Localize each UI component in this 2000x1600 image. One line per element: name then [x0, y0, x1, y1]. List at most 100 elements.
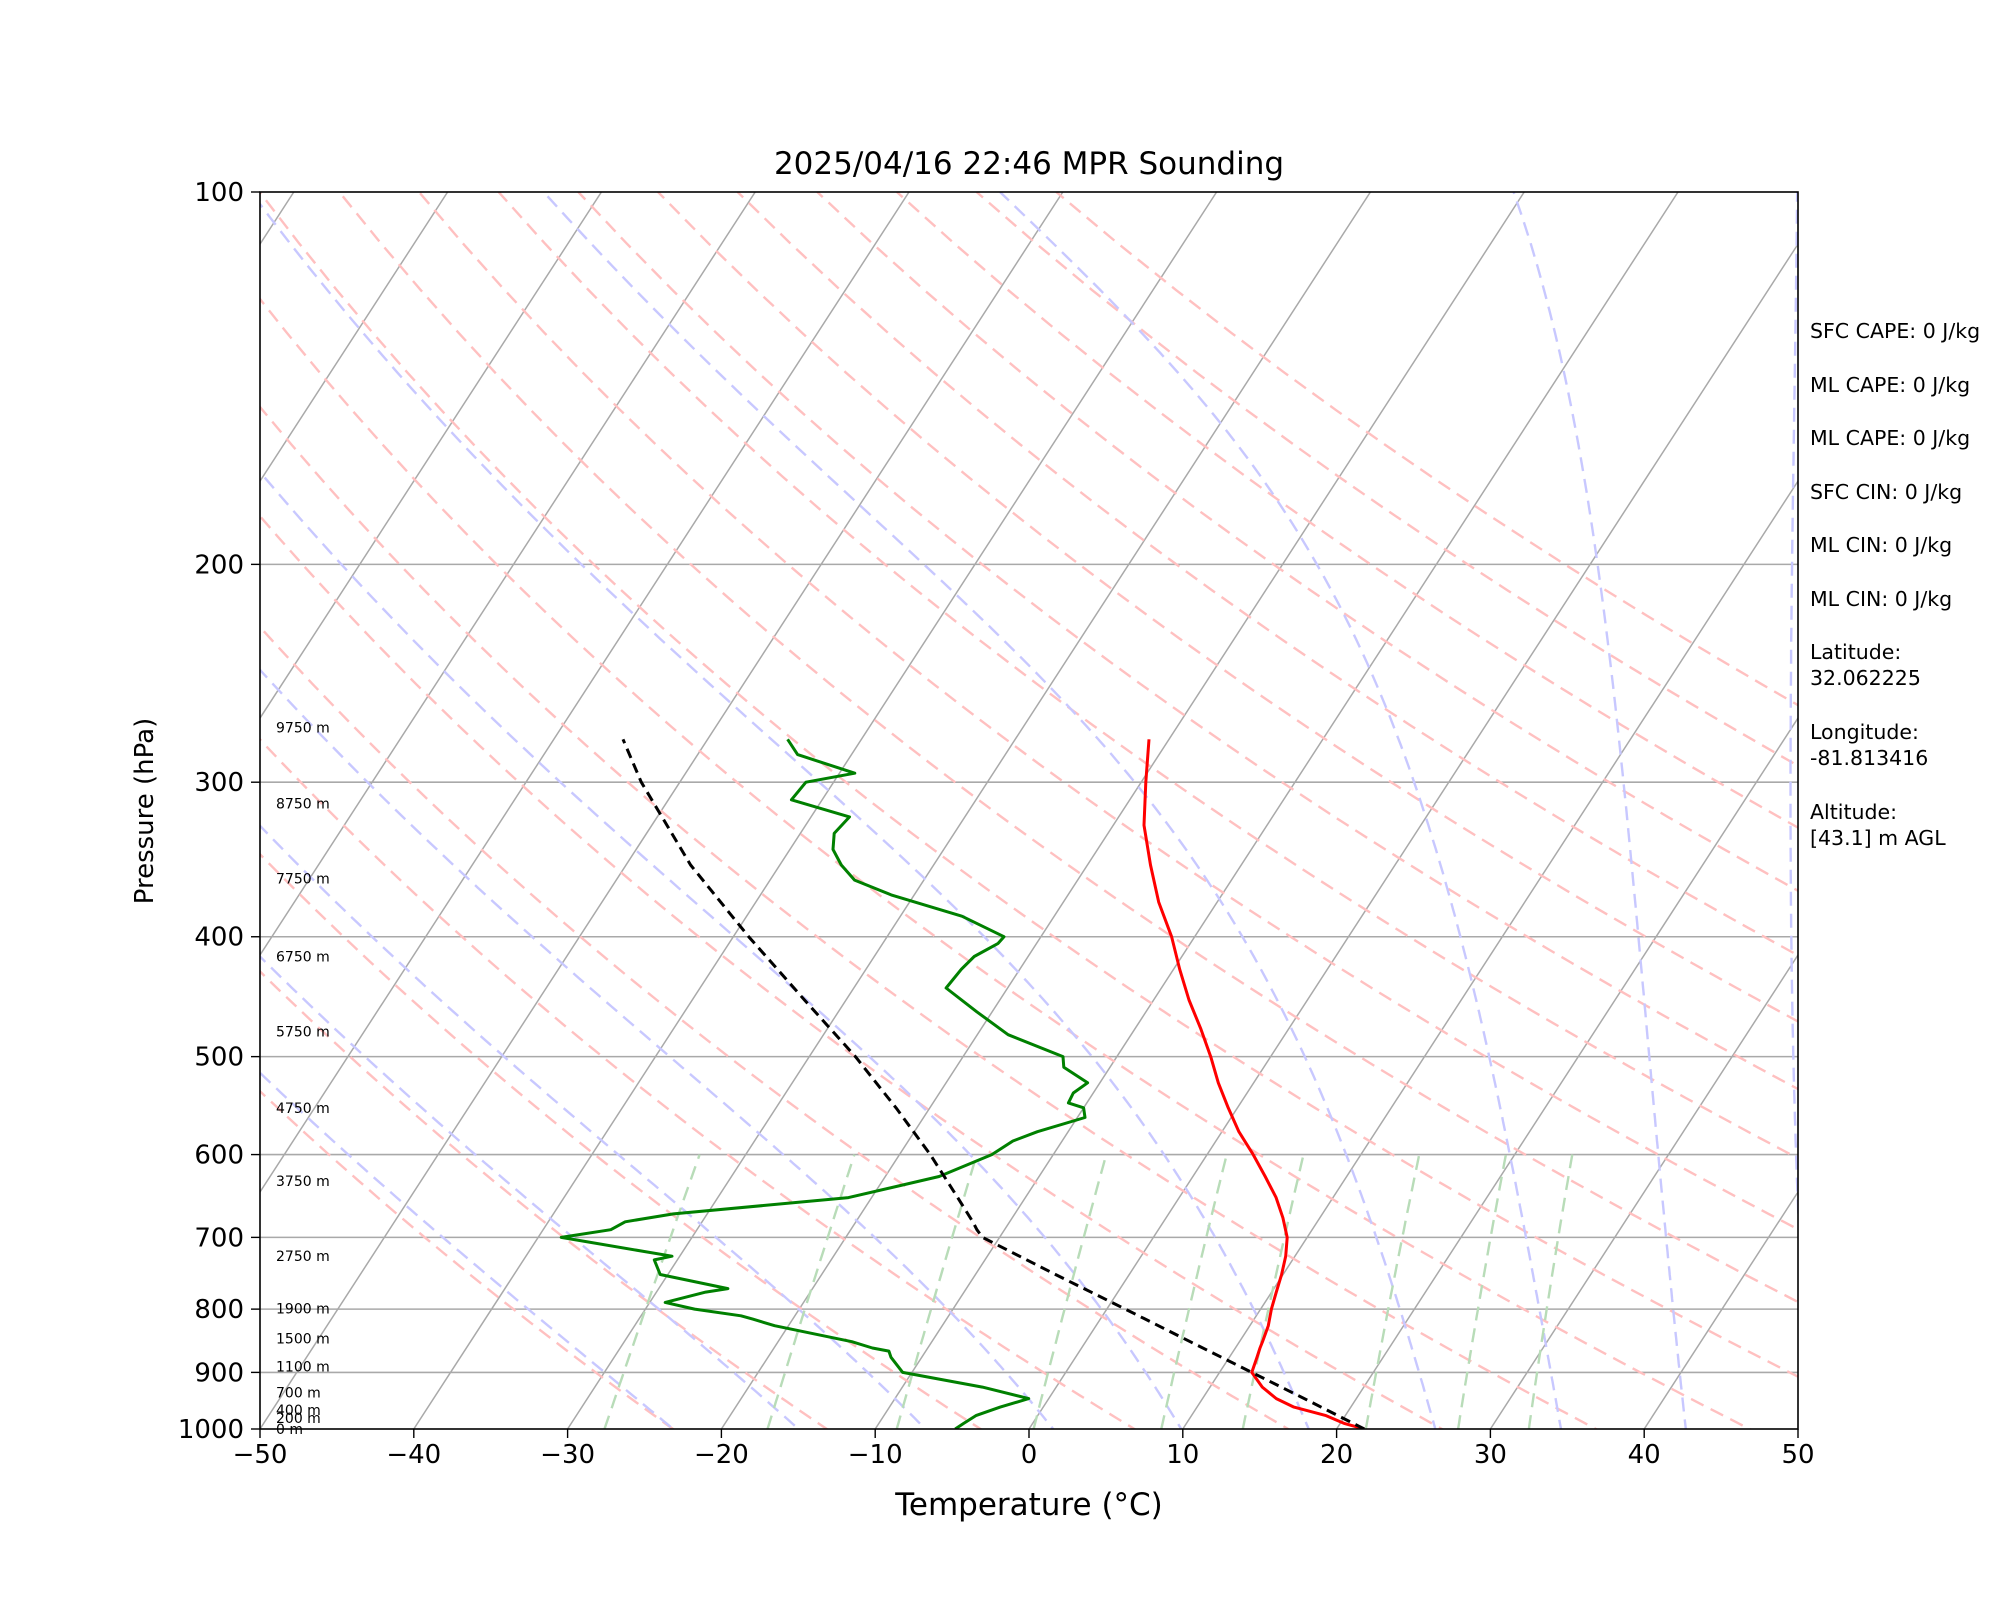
height-label: 1500 m	[276, 1332, 330, 1348]
mixing-ratio-line	[1527, 1154, 1574, 1429]
x-tick-label: −30	[540, 1440, 595, 1470]
isotherm-line	[1182, 479, 1798, 1429]
isotherm-line	[260, 192, 756, 957]
info-longitude: Longitude: -81.813416	[1810, 719, 2000, 799]
isotherm-line	[566, 192, 1372, 1429]
mixing-ratio-line	[895, 1154, 978, 1429]
y-tick-label: 600	[194, 1141, 244, 1171]
info-ml-cin-2: ML CIN: 0 J/kg	[1810, 586, 1953, 611]
mixing-ratio-line	[1241, 1154, 1305, 1429]
moist-adiabat-line	[542, 192, 1437, 1429]
height-label: 4750 m	[276, 1101, 330, 1117]
y-tick-label: 200	[194, 550, 244, 580]
mixing-ratio-line	[1032, 1154, 1108, 1429]
height-label: 200 m	[276, 1411, 321, 1427]
info-altitude: Altitude: [43.1] m AGL	[1810, 799, 2000, 879]
x-tick-label: 10	[1166, 1440, 1199, 1470]
moist-adiabat-line	[999, 192, 1563, 1429]
latitude-value: 32.062225	[1810, 666, 1921, 690]
height-label: 5750 m	[276, 1024, 330, 1040]
height-label: 3750 m	[276, 1174, 330, 1190]
info-ml-cape-2: ML CAPE: 0 J/kg	[1810, 426, 1971, 450]
altitude-label: Altitude:	[1810, 800, 1898, 824]
x-tick-label: 30	[1474, 1440, 1507, 1470]
height-label: 0 m	[276, 1422, 303, 1438]
isotherm-line	[260, 192, 603, 720]
mixing-ratio-line	[1364, 1154, 1421, 1429]
info-ml-cape: ML CAPE: 0 J/kg	[1810, 372, 1971, 397]
dry-adiabat-line	[816, 192, 1798, 893]
longitude-value: -81.813416	[1810, 746, 1929, 770]
dry-adiabat-line	[260, 852, 983, 1429]
dry-adiabat-line	[260, 969, 829, 1429]
moist-adiabat-line	[260, 954, 801, 1429]
dry-adiabat-line	[260, 625, 1291, 1429]
isotherm-line	[874, 192, 1679, 1429]
y-tick-label: 1000	[178, 1415, 244, 1445]
isotherm-line	[1643, 1190, 1798, 1429]
chart-title: 2025/04/16 22:46 MPR Sounding	[774, 146, 1284, 182]
dry-adiabat-line	[260, 514, 1445, 1429]
x-tick-label: 0	[1021, 1440, 1038, 1470]
height-label: 9750 m	[276, 721, 330, 737]
x-tick-label: −40	[386, 1440, 441, 1470]
altitude-value: [43.1] m AGL	[1810, 826, 1946, 850]
y-tick-label: 400	[194, 923, 244, 953]
height-label: 6750 m	[276, 950, 330, 966]
mixing-ratio-line	[1456, 1154, 1508, 1429]
isotherm-line	[720, 192, 1525, 1429]
dry-adiabat-line	[260, 405, 1599, 1429]
info-sfc-cin: SFC CIN: 0 J/kg	[1810, 479, 1963, 504]
y-axis-label: Pressure (hPa)	[130, 718, 160, 905]
dewpoint-trace	[559, 738, 1090, 1429]
dry-adiabat-line	[896, 192, 1798, 829]
dry-adiabat-line	[975, 192, 1798, 768]
moist-adiabat-line	[260, 470, 1183, 1429]
dry-adiabat-line	[418, 192, 1798, 1231]
dry-adiabat-line	[736, 192, 1798, 957]
dry-adiabat-line	[338, 192, 1798, 1304]
x-tick-label: 40	[1628, 1440, 1661, 1470]
y-tick-label: 100	[194, 178, 244, 208]
height-label: 700 m	[276, 1385, 321, 1401]
y-tick-label: 700	[194, 1223, 244, 1253]
isotherm-line	[0, 192, 140, 1429]
x-tick-label: 50	[1781, 1440, 1814, 1470]
isotherm-line	[260, 192, 449, 483]
moist-adiabat-line	[1789, 192, 1798, 1236]
info-ml-cin: ML CIN: 0 J/kg	[1810, 533, 1953, 557]
moist-adiabat-line	[260, 202, 1311, 1429]
parcel-trace	[621, 738, 1365, 1429]
dry-adiabat-line	[657, 192, 1798, 1023]
dry-adiabat-line	[260, 297, 1753, 1429]
mixing-ratio-line	[1160, 1154, 1228, 1429]
dry-adiabat-line	[260, 737, 1137, 1429]
height-label: 1900 m	[276, 1301, 330, 1317]
dry-adiabat-line	[497, 192, 1798, 1160]
temperature-trace	[1142, 739, 1365, 1429]
height-label: 8750 m	[276, 796, 330, 812]
moist-adiabat-line	[1512, 192, 1688, 1429]
info-sfc-cape: SFC CAPE: 0 J/kg	[1810, 319, 1981, 343]
latitude-label: Latitude:	[1810, 640, 1902, 664]
dry-adiabat-line	[577, 192, 1798, 1091]
info-latitude: Latitude: 32.062225	[1810, 639, 2000, 719]
isotherm-line	[1028, 242, 1798, 1429]
y-tick-label: 500	[194, 1043, 244, 1073]
x-axis-label: Temperature (°C)	[894, 1487, 1163, 1523]
moist-adiabat-line	[260, 668, 1055, 1429]
y-tick-label: 900	[194, 1358, 244, 1388]
dry-adiabat-line	[260, 192, 1798, 1378]
mixing-ratio-line	[603, 1154, 701, 1429]
isotherm-line	[1335, 716, 1798, 1429]
sounding-info-panel: SFC CAPE: 0 J/kg ML CAPE: 0 J/kg ML CAPE…	[1810, 318, 2000, 879]
y-tick-label: 300	[194, 768, 244, 798]
y-tick-label: 800	[194, 1295, 244, 1325]
longitude-label: Longitude:	[1810, 720, 1919, 744]
dry-adiabat-line	[260, 1089, 676, 1429]
mixing-ratio-line	[766, 1154, 856, 1429]
isotherm-line	[413, 192, 1218, 1429]
height-label: 7750 m	[276, 872, 330, 888]
x-tick-label: −50	[233, 1440, 288, 1470]
